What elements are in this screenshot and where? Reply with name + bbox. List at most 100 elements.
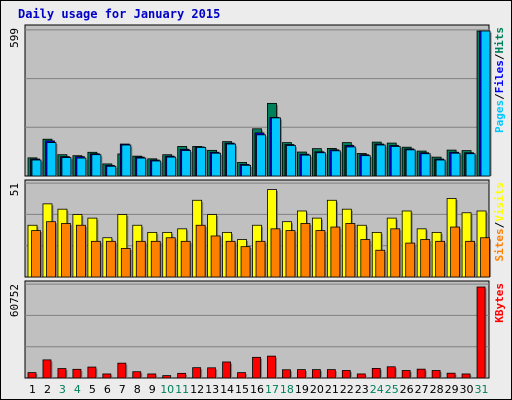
x-tick-label-day-28: 28 [430, 383, 444, 396]
bar-kbytes-day-2 [42, 359, 52, 379]
bar-kbytes-day-8 [132, 371, 142, 379]
bar-kbytes-day-25 [386, 366, 396, 379]
panel-2-max-label: 51 [8, 183, 21, 196]
bar-pages-day-31 [480, 30, 491, 177]
x-tick-label-day-5: 5 [89, 383, 96, 396]
x-tick-label-day-2: 2 [44, 383, 51, 396]
x-tick-label-day-17: 17 [265, 383, 279, 396]
bar-sites-day-31 [480, 237, 490, 278]
bar-pages-day-27 [420, 153, 431, 177]
x-tick-label-day-31: 31 [475, 383, 489, 396]
x-tick-label-day-3: 3 [59, 383, 66, 396]
bar-sites-day-19 [300, 223, 311, 278]
x-tick-label-day-15: 15 [235, 383, 249, 396]
bar-sites-day-9 [150, 240, 161, 278]
bar-pages-day-28 [435, 159, 446, 177]
bar-kbytes-day-15 [237, 372, 246, 379]
bar-kbytes-day-13 [207, 367, 217, 379]
x-tick-label-day-6: 6 [104, 383, 111, 396]
bar-pages-day-21 [330, 150, 341, 177]
bar-pages-day-26 [405, 149, 416, 177]
bar-sites-day-8 [135, 240, 146, 278]
bar-sites-day-1 [31, 230, 41, 278]
bar-sites-day-29 [450, 226, 460, 278]
bar-sites-day-12 [195, 224, 206, 278]
bar-pages-day-15 [241, 164, 251, 177]
bar-sites-day-26 [405, 242, 416, 278]
x-tick-label-day-16: 16 [250, 383, 264, 396]
bar-pages-day-18 [286, 145, 296, 177]
bar-kbytes-day-3 [57, 368, 67, 379]
bar-kbytes-day-18 [282, 369, 291, 379]
bar-kbytes-day-9 [147, 373, 157, 379]
x-tick-label-day-20: 20 [310, 383, 324, 396]
x-tick-label-day-18: 18 [280, 383, 294, 396]
bar-pages-day-7 [121, 144, 132, 177]
bar-sites-day-11 [180, 240, 191, 278]
bar-sites-day-5 [90, 240, 101, 278]
x-tick-label-day-14: 14 [220, 383, 234, 396]
bar-sites-day-3 [61, 223, 71, 278]
legend-files: Files [493, 60, 506, 93]
x-tick-label-day-29: 29 [445, 383, 459, 396]
x-tick-label-day-24: 24 [370, 383, 384, 396]
bar-pages-day-1 [31, 159, 42, 177]
bar-sites-day-6 [105, 240, 116, 278]
bar-kbytes-day-27 [416, 368, 426, 379]
bar-sites-day-15 [240, 246, 251, 278]
bar-kbytes-day-14 [222, 361, 231, 379]
bar-sites-day-7 [120, 248, 131, 278]
x-tick-label-day-23: 23 [355, 383, 369, 396]
panel-1-legend: Pages/Files/Hits [493, 27, 506, 133]
bar-kbytes-day-23 [356, 373, 366, 379]
bar-pages-day-12 [196, 147, 207, 177]
bar-kbytes-day-16 [252, 356, 261, 379]
bar-kbytes-day-11 [177, 372, 187, 379]
bar-sites-day-14 [225, 240, 236, 278]
bar-kbytes-day-31 [476, 286, 486, 379]
legend-pages: Pages [493, 100, 506, 133]
x-tick-label-day-26: 26 [400, 383, 414, 396]
x-tick-label-day-8: 8 [134, 383, 141, 396]
panel-2-legend: Sites/Visits [493, 182, 506, 262]
x-tick-label-day-30: 30 [460, 383, 474, 396]
x-tick-label-day-4: 4 [74, 383, 81, 396]
bar-pages-day-29 [450, 152, 461, 177]
bar-pages-day-24 [375, 144, 386, 177]
bar-sites-day-2 [46, 221, 56, 278]
bar-pages-day-25 [390, 146, 401, 177]
x-tick-label-day-22: 22 [340, 383, 354, 396]
bar-kbytes-day-6 [102, 373, 112, 379]
x-tick-label-day-19: 19 [295, 383, 309, 396]
x-tick-label-day-1: 1 [29, 383, 36, 396]
bar-sites-day-17 [270, 228, 281, 278]
bar-pages-day-5 [91, 154, 102, 177]
bar-kbytes-day-30 [461, 373, 471, 379]
bar-sites-day-30 [465, 240, 475, 278]
legend-separator: / [493, 93, 506, 100]
bar-sites-day-28 [435, 240, 446, 278]
bar-kbytes-day-17 [267, 355, 276, 379]
bar-pages-day-16 [256, 134, 266, 177]
bar-pages-day-4 [76, 157, 87, 177]
bar-kbytes-day-19 [297, 369, 306, 379]
x-tick-label-day-9: 9 [149, 383, 156, 396]
bar-sites-day-20 [315, 230, 326, 278]
bar-kbytes-day-28 [431, 370, 441, 379]
bar-kbytes-day-22 [341, 370, 351, 379]
bar-pages-day-30 [465, 153, 476, 177]
bar-sites-day-10 [165, 237, 176, 278]
bar-kbytes-day-24 [371, 368, 381, 379]
bar-sites-day-22 [345, 223, 356, 278]
bar-kbytes-day-7 [117, 362, 127, 379]
bar-pages-day-8 [136, 157, 147, 177]
bar-sites-day-13 [210, 235, 221, 278]
x-tick-label-day-13: 13 [205, 383, 219, 396]
bar-sites-day-24 [375, 249, 386, 278]
bar-pages-day-17 [271, 117, 281, 177]
panel-3-max-label: 60752 [8, 284, 21, 317]
bar-pages-day-20 [315, 152, 326, 177]
bar-sites-day-25 [390, 228, 401, 278]
bar-kbytes-day-21 [326, 369, 336, 379]
x-tick-label-day-25: 25 [385, 383, 399, 396]
